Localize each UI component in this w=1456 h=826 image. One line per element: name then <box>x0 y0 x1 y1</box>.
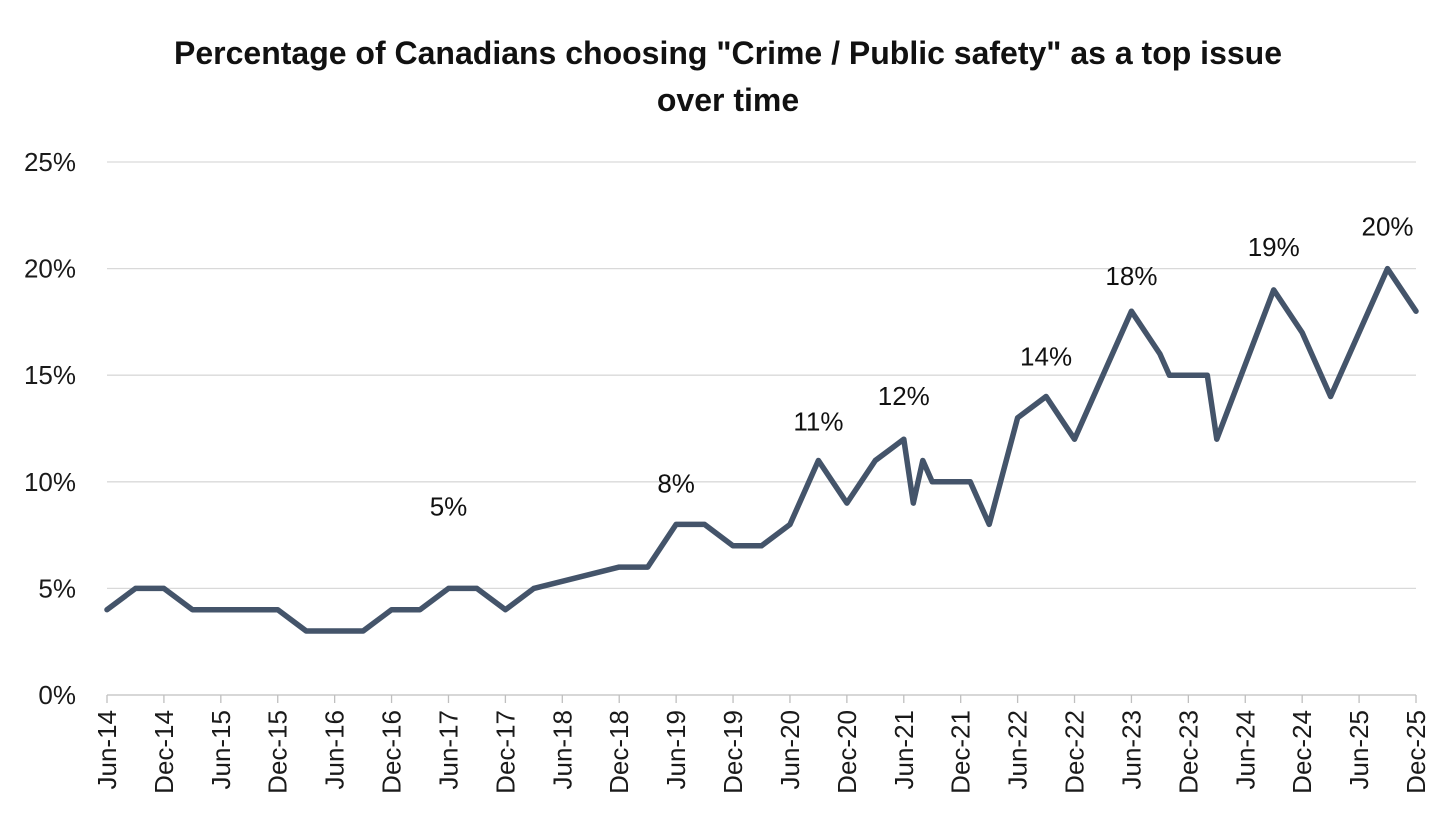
data-label-Sep-20: 11% <box>793 406 843 436</box>
data-label-Jun-19: 8% <box>657 468 695 498</box>
x-tick-label-Dec-24: Dec-24 <box>1287 710 1317 794</box>
x-tick-label-Dec-14: Dec-14 <box>149 710 179 794</box>
x-tick-label-Jun-14: Jun-14 <box>92 710 122 790</box>
y-tick-label-5%: 5% <box>38 573 76 603</box>
x-tick-label-Dec-21: Dec-21 <box>946 710 976 794</box>
x-tick-label-Dec-16: Dec-16 <box>377 710 407 794</box>
x-tick-label-Jun-18: Jun-18 <box>547 710 577 790</box>
x-tick-label-Dec-17: Dec-17 <box>490 710 520 794</box>
x-tick-label-Jun-22: Jun-22 <box>1003 710 1033 790</box>
y-tick-label-20%: 20% <box>24 254 76 284</box>
y-tick-label-10%: 10% <box>24 467 76 497</box>
data-label-Jun-23: 18% <box>1105 261 1157 291</box>
data-label-Sep-25: 20% <box>1362 212 1414 242</box>
data-label-Jun-17: 5% <box>430 491 468 521</box>
x-tick-label-Dec-22: Dec-22 <box>1060 710 1090 794</box>
x-tick-label-Jun-17: Jun-17 <box>433 710 463 790</box>
x-tick-label-Jun-19: Jun-19 <box>661 710 691 790</box>
x-tick-label-Jun-25: Jun-25 <box>1344 710 1374 790</box>
chart-title-line-2: over time <box>656 82 800 118</box>
x-tick-label-Dec-19: Dec-19 <box>718 710 748 794</box>
y-tick-label-15%: 15% <box>24 360 76 390</box>
x-tick-label-Jun-24: Jun-24 <box>1230 710 1260 790</box>
x-tick-label-Dec-25: Dec-25 <box>1401 710 1431 794</box>
data-label-Sep-22: 14% <box>1020 342 1072 372</box>
x-tick-label-Dec-20: Dec-20 <box>832 710 862 794</box>
x-tick-label-Jun-16: Jun-16 <box>320 710 350 790</box>
data-series-line <box>104 265 1419 634</box>
chart-title-line-1: Percentage of Canadians choosing "Crime … <box>174 35 1282 71</box>
y-tick-label-0%: 0% <box>38 680 76 710</box>
y-tick-label-25%: 25% <box>24 147 76 177</box>
x-tick-label-Jun-21: Jun-21 <box>889 710 919 790</box>
chart-title: Percentage of Canadians choosing "Crime … <box>0 30 1456 124</box>
data-label-Jun-21: 12% <box>878 381 930 411</box>
x-tick-label-Jun-23: Jun-23 <box>1116 710 1146 790</box>
x-tick-label-Jun-15: Jun-15 <box>206 710 236 790</box>
data-label-Sep-24: 19% <box>1248 232 1300 262</box>
x-tick-label-Dec-15: Dec-15 <box>263 710 293 794</box>
x-tick-label-Dec-23: Dec-23 <box>1173 710 1203 794</box>
x-tick-label-Jun-20: Jun-20 <box>775 710 805 790</box>
x-tick-label-Dec-18: Dec-18 <box>604 710 634 794</box>
